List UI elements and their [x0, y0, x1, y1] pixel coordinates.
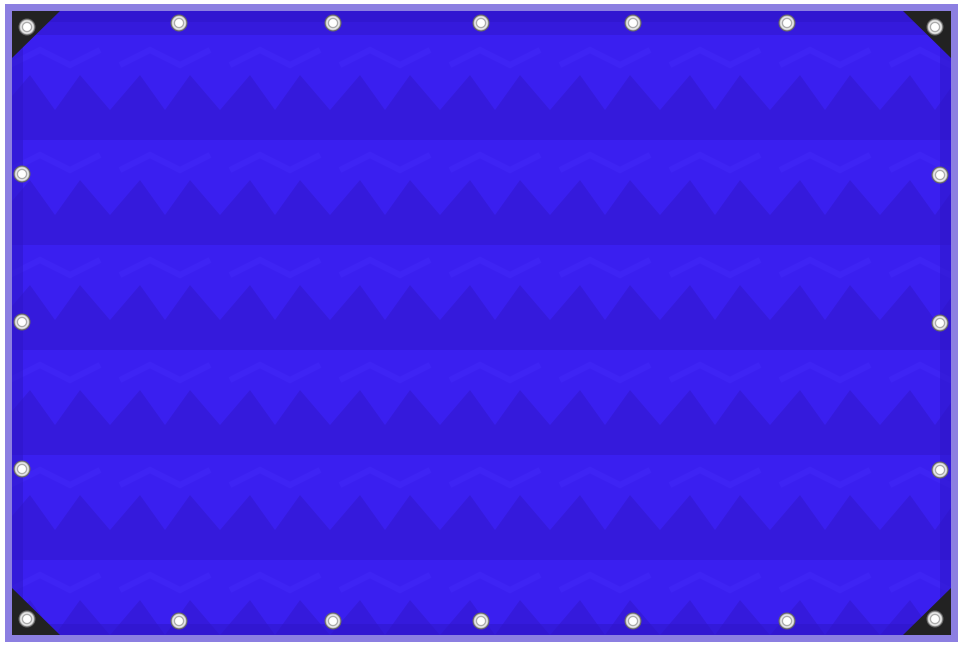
grommet — [472, 612, 490, 630]
grommet — [324, 14, 342, 32]
grommet — [18, 610, 36, 628]
grommet — [931, 461, 949, 479]
grommet — [778, 612, 796, 630]
grommet — [13, 460, 31, 478]
grommet — [472, 14, 490, 32]
grommets — [13, 14, 949, 630]
grommet — [170, 14, 188, 32]
grommet — [13, 165, 31, 183]
grommet — [778, 14, 796, 32]
grommet — [926, 18, 944, 36]
grommet — [13, 313, 31, 331]
grommet — [324, 612, 342, 630]
grommet — [926, 610, 944, 628]
tarp-texture — [12, 11, 951, 635]
grommet — [18, 18, 36, 36]
grommet — [170, 612, 188, 630]
grommet — [624, 14, 642, 32]
grommet — [624, 612, 642, 630]
grommet — [931, 166, 949, 184]
grommet — [931, 314, 949, 332]
